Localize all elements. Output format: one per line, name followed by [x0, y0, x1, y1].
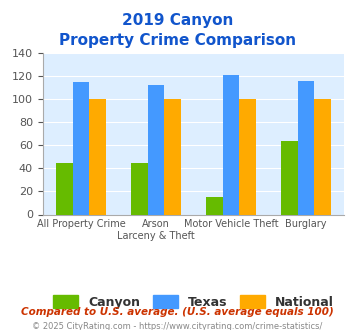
Text: 2019 Canyon: 2019 Canyon — [122, 13, 233, 28]
Bar — [281, 141, 297, 214]
Bar — [206, 197, 223, 215]
Bar — [131, 163, 148, 214]
Bar — [297, 81, 314, 214]
Bar — [89, 99, 106, 214]
Bar — [148, 85, 164, 214]
Text: Compared to U.S. average. (U.S. average equals 100): Compared to U.S. average. (U.S. average … — [21, 307, 334, 317]
Bar — [164, 99, 181, 214]
Bar — [239, 99, 256, 214]
Bar — [314, 99, 331, 214]
Text: Property Crime Comparison: Property Crime Comparison — [59, 33, 296, 48]
Bar — [56, 163, 73, 214]
Bar — [223, 75, 239, 214]
Bar — [73, 82, 89, 214]
Text: © 2025 CityRating.com - https://www.cityrating.com/crime-statistics/: © 2025 CityRating.com - https://www.city… — [32, 322, 323, 330]
Legend: Canyon, Texas, National: Canyon, Texas, National — [47, 289, 340, 315]
